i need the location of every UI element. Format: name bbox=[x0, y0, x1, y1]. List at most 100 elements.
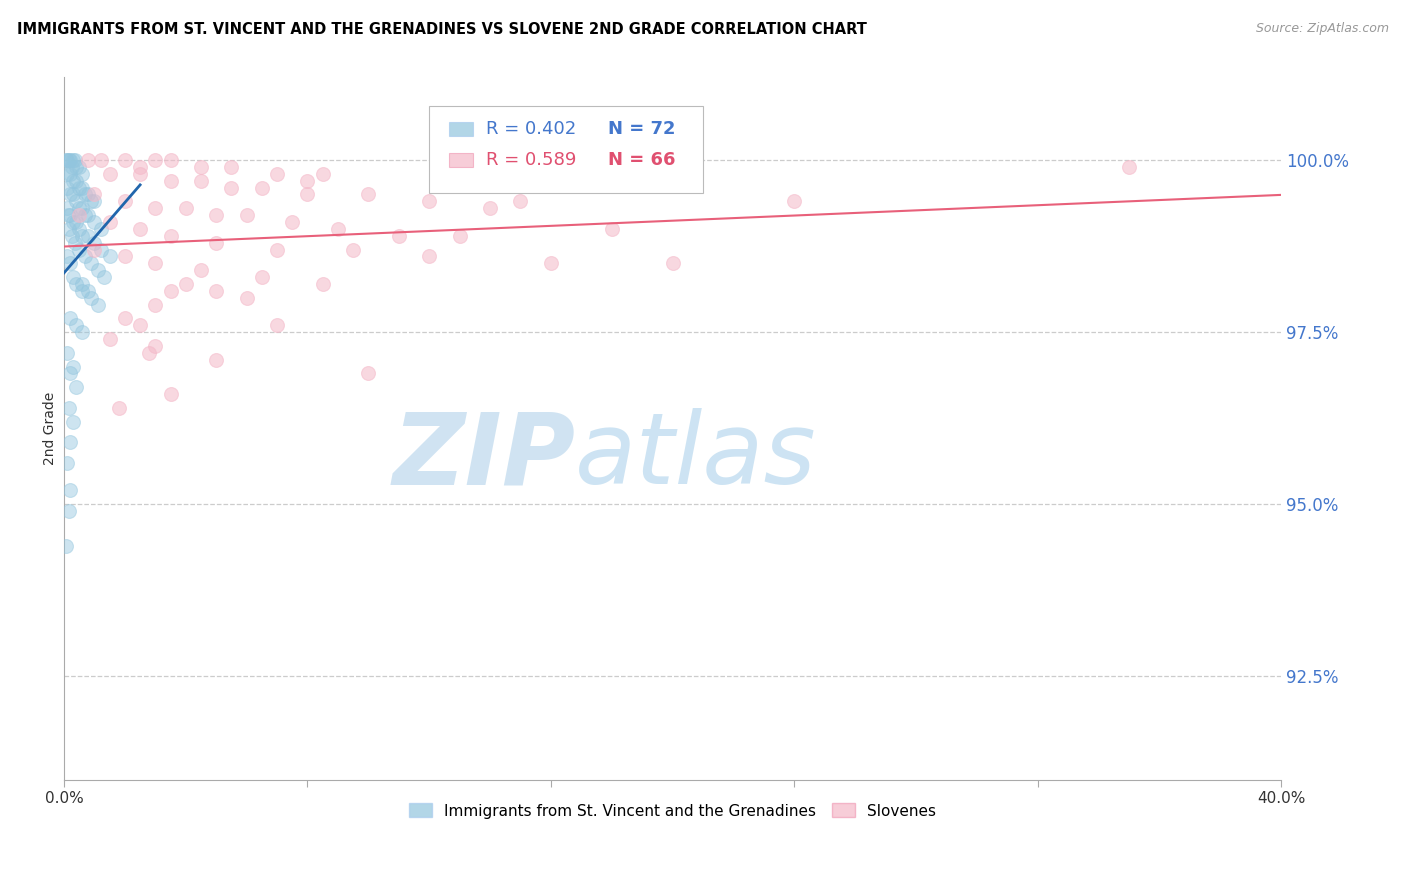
Point bbox=[205, 208, 228, 222]
Point bbox=[62, 359, 84, 374]
Point bbox=[129, 167, 152, 181]
Point bbox=[62, 415, 84, 429]
FancyBboxPatch shape bbox=[449, 121, 472, 136]
Point bbox=[63, 235, 86, 250]
Point bbox=[62, 270, 84, 285]
Point bbox=[62, 153, 84, 167]
Point bbox=[205, 352, 228, 367]
Point bbox=[114, 311, 136, 326]
Point bbox=[65, 194, 87, 209]
Point bbox=[65, 174, 87, 188]
Point bbox=[143, 201, 166, 215]
Point bbox=[75, 249, 97, 263]
Point bbox=[600, 222, 623, 236]
Point bbox=[90, 153, 112, 167]
Point bbox=[59, 311, 82, 326]
Text: Source: ZipAtlas.com: Source: ZipAtlas.com bbox=[1256, 22, 1389, 36]
Point bbox=[65, 380, 87, 394]
Point bbox=[75, 187, 97, 202]
Point bbox=[72, 325, 94, 339]
Point bbox=[108, 401, 131, 415]
Point bbox=[129, 160, 152, 174]
Point bbox=[72, 284, 94, 298]
Point bbox=[661, 256, 683, 270]
Point bbox=[98, 215, 121, 229]
Point bbox=[388, 228, 411, 243]
Point bbox=[174, 277, 197, 291]
Point bbox=[72, 167, 94, 181]
Point bbox=[266, 167, 288, 181]
Point bbox=[56, 201, 79, 215]
Point bbox=[65, 277, 87, 291]
Point bbox=[59, 435, 82, 450]
Point bbox=[59, 153, 82, 167]
Point bbox=[58, 504, 80, 518]
Point bbox=[174, 201, 197, 215]
Point bbox=[56, 456, 79, 470]
Point bbox=[56, 153, 79, 167]
Point bbox=[72, 277, 94, 291]
Point bbox=[311, 167, 333, 181]
Point bbox=[62, 187, 84, 202]
Point bbox=[98, 249, 121, 263]
Point bbox=[59, 483, 82, 498]
Point bbox=[138, 346, 160, 360]
Point bbox=[540, 256, 562, 270]
Point bbox=[418, 194, 440, 209]
Point bbox=[93, 270, 115, 285]
Point bbox=[58, 401, 80, 415]
Point bbox=[90, 222, 112, 236]
Point bbox=[83, 187, 105, 202]
Point bbox=[159, 153, 181, 167]
Point bbox=[90, 243, 112, 257]
Point bbox=[205, 235, 228, 250]
Text: R = 0.402: R = 0.402 bbox=[486, 120, 576, 137]
Point bbox=[77, 228, 100, 243]
Point bbox=[55, 153, 77, 167]
Point bbox=[143, 339, 166, 353]
Point bbox=[221, 160, 243, 174]
Point bbox=[65, 318, 87, 333]
Point bbox=[60, 160, 83, 174]
Point bbox=[77, 187, 100, 202]
Point bbox=[129, 222, 152, 236]
Point bbox=[59, 208, 82, 222]
Point bbox=[67, 180, 90, 194]
Point bbox=[72, 180, 94, 194]
Point bbox=[190, 160, 212, 174]
Point bbox=[80, 291, 103, 305]
Point bbox=[80, 256, 103, 270]
FancyBboxPatch shape bbox=[449, 153, 472, 167]
Text: IMMIGRANTS FROM ST. VINCENT AND THE GRENADINES VS SLOVENE 2ND GRADE CORRELATION : IMMIGRANTS FROM ST. VINCENT AND THE GREN… bbox=[17, 22, 866, 37]
Point bbox=[266, 243, 288, 257]
Point bbox=[72, 228, 94, 243]
Point bbox=[62, 174, 84, 188]
Y-axis label: 2nd Grade: 2nd Grade bbox=[44, 392, 58, 465]
Point bbox=[98, 167, 121, 181]
Point bbox=[83, 194, 105, 209]
Point bbox=[80, 194, 103, 209]
Point bbox=[449, 228, 471, 243]
Point bbox=[509, 194, 531, 209]
Point bbox=[143, 153, 166, 167]
Point bbox=[62, 215, 84, 229]
Point bbox=[59, 187, 82, 202]
Point bbox=[357, 367, 380, 381]
Point bbox=[60, 228, 83, 243]
Point bbox=[65, 160, 87, 174]
Point bbox=[250, 180, 273, 194]
Point bbox=[55, 539, 77, 553]
Point bbox=[114, 153, 136, 167]
Point bbox=[114, 249, 136, 263]
Point bbox=[63, 153, 86, 167]
Point bbox=[250, 270, 273, 285]
Point bbox=[56, 180, 79, 194]
Point bbox=[67, 160, 90, 174]
Point bbox=[190, 263, 212, 277]
Point bbox=[221, 180, 243, 194]
Point bbox=[326, 222, 349, 236]
Point bbox=[56, 249, 79, 263]
Point bbox=[59, 256, 82, 270]
Point bbox=[266, 318, 288, 333]
Point bbox=[67, 222, 90, 236]
